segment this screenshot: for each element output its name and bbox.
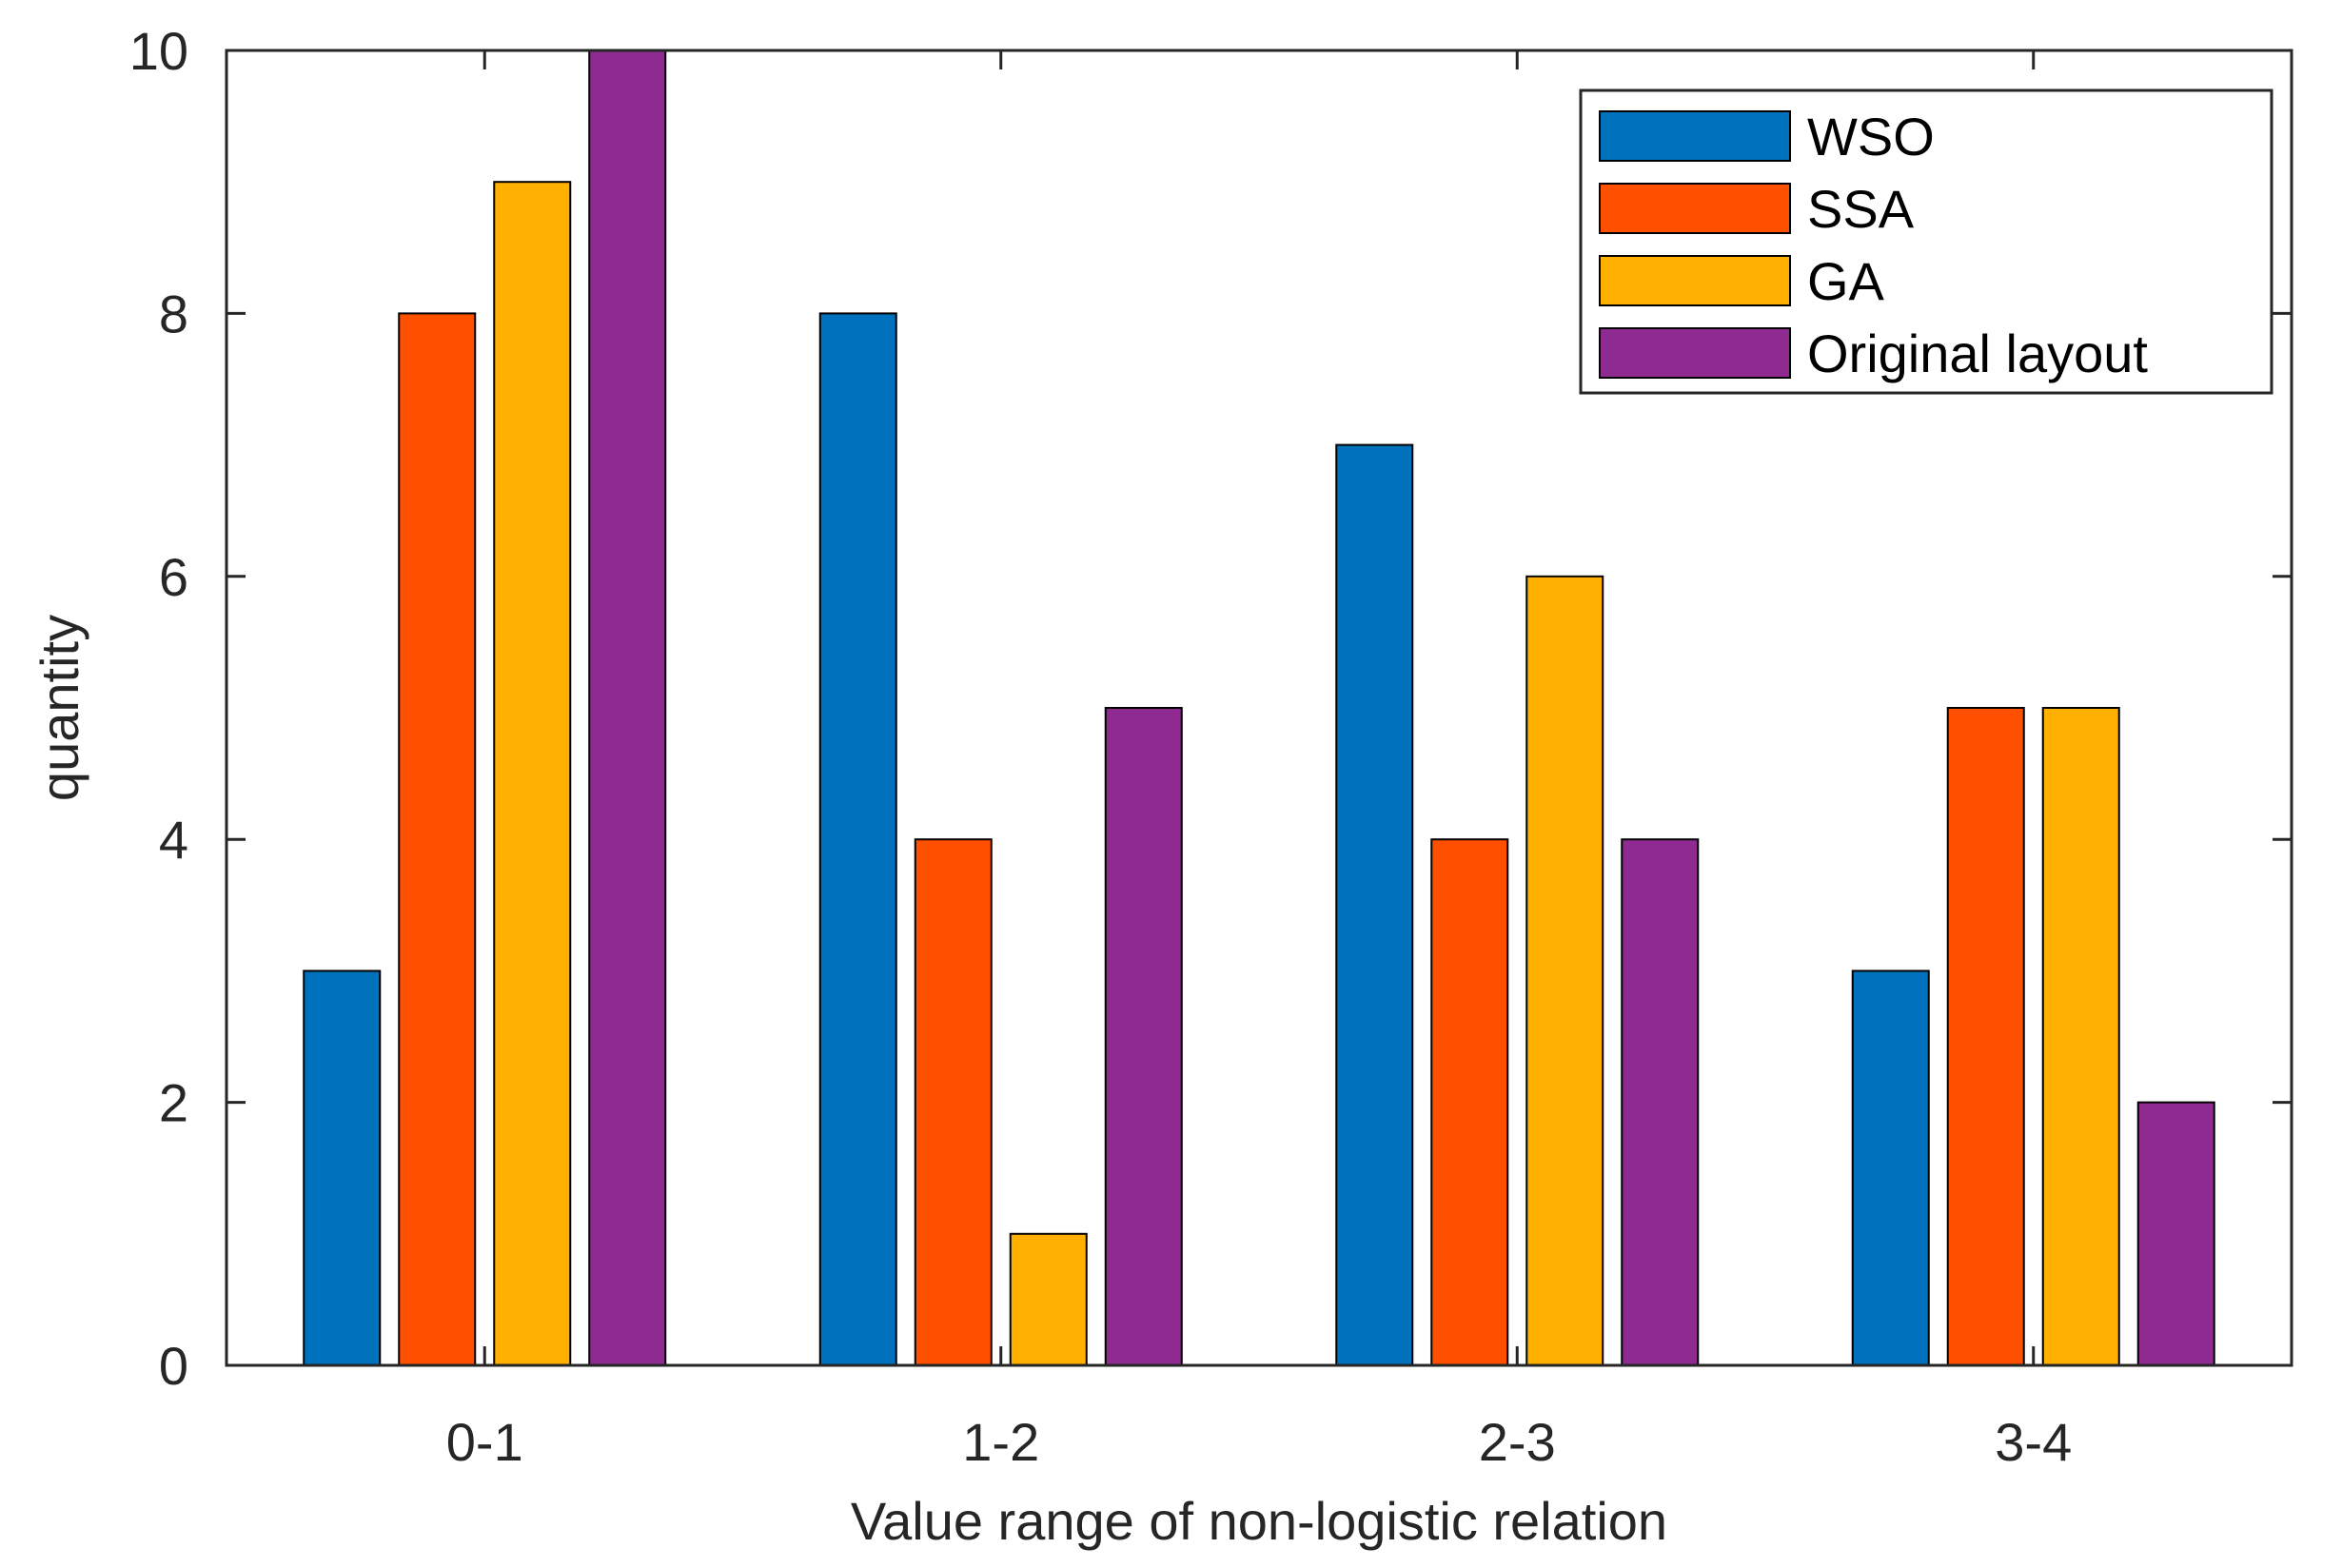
y-axis-label: quantity xyxy=(30,615,89,801)
legend-label: WSO xyxy=(1807,107,1935,167)
legend: WSO SSA GA Original layout xyxy=(1579,88,2273,395)
bar-ga-2-3 xyxy=(1525,575,1604,1366)
y-tick-label: 4 xyxy=(159,810,188,870)
y-tick-label: 8 xyxy=(159,284,188,343)
y-tick-label: 10 xyxy=(129,21,188,81)
x-axis-label: Value range of non-logistic relation xyxy=(851,1491,1667,1551)
bar-ga-0-1 xyxy=(493,181,572,1367)
y-tick-label: 0 xyxy=(159,1336,188,1396)
bar-wso-2-3 xyxy=(1335,443,1414,1367)
bar-original-layout-2-3 xyxy=(1621,838,1700,1366)
bar-original-layout-0-1 xyxy=(588,49,667,1366)
y-tick-label: 2 xyxy=(159,1073,188,1133)
bar-wso-1-2 xyxy=(818,312,897,1366)
x-tick-label: 2-3 xyxy=(1479,1412,1556,1472)
bar-wso-3-4 xyxy=(1851,970,1930,1367)
x-tick-label: 3-4 xyxy=(1995,1412,2072,1472)
bar-ssa-3-4 xyxy=(1946,707,2025,1366)
bar-ssa-2-3 xyxy=(1430,838,1509,1366)
x-tick-label: 0-1 xyxy=(446,1412,523,1472)
x-tick-label: 1-2 xyxy=(962,1412,1039,1472)
bar-ga-1-2 xyxy=(1009,1232,1088,1367)
bar-original-layout-1-2 xyxy=(1104,707,1183,1366)
legend-label: Original layout xyxy=(1807,323,2148,383)
legend-swatch-ssa xyxy=(1599,183,1791,234)
bars-layer xyxy=(303,49,2215,1367)
bar-wso-0-1 xyxy=(303,970,382,1367)
bar-ga-3-4 xyxy=(2041,707,2120,1366)
legend-label: GA xyxy=(1807,251,1885,311)
legend-label: SSA xyxy=(1807,179,1915,239)
bar-original-layout-3-4 xyxy=(2136,1101,2215,1366)
legend-swatch-ga xyxy=(1599,255,1791,306)
bar-ssa-0-1 xyxy=(398,312,477,1366)
legend-swatch-wso xyxy=(1599,110,1791,162)
plot-frame xyxy=(225,49,2293,1367)
y-tick-label: 6 xyxy=(159,547,188,607)
bar-ssa-1-2 xyxy=(914,838,993,1366)
legend-swatch-original-layout xyxy=(1599,327,1791,379)
